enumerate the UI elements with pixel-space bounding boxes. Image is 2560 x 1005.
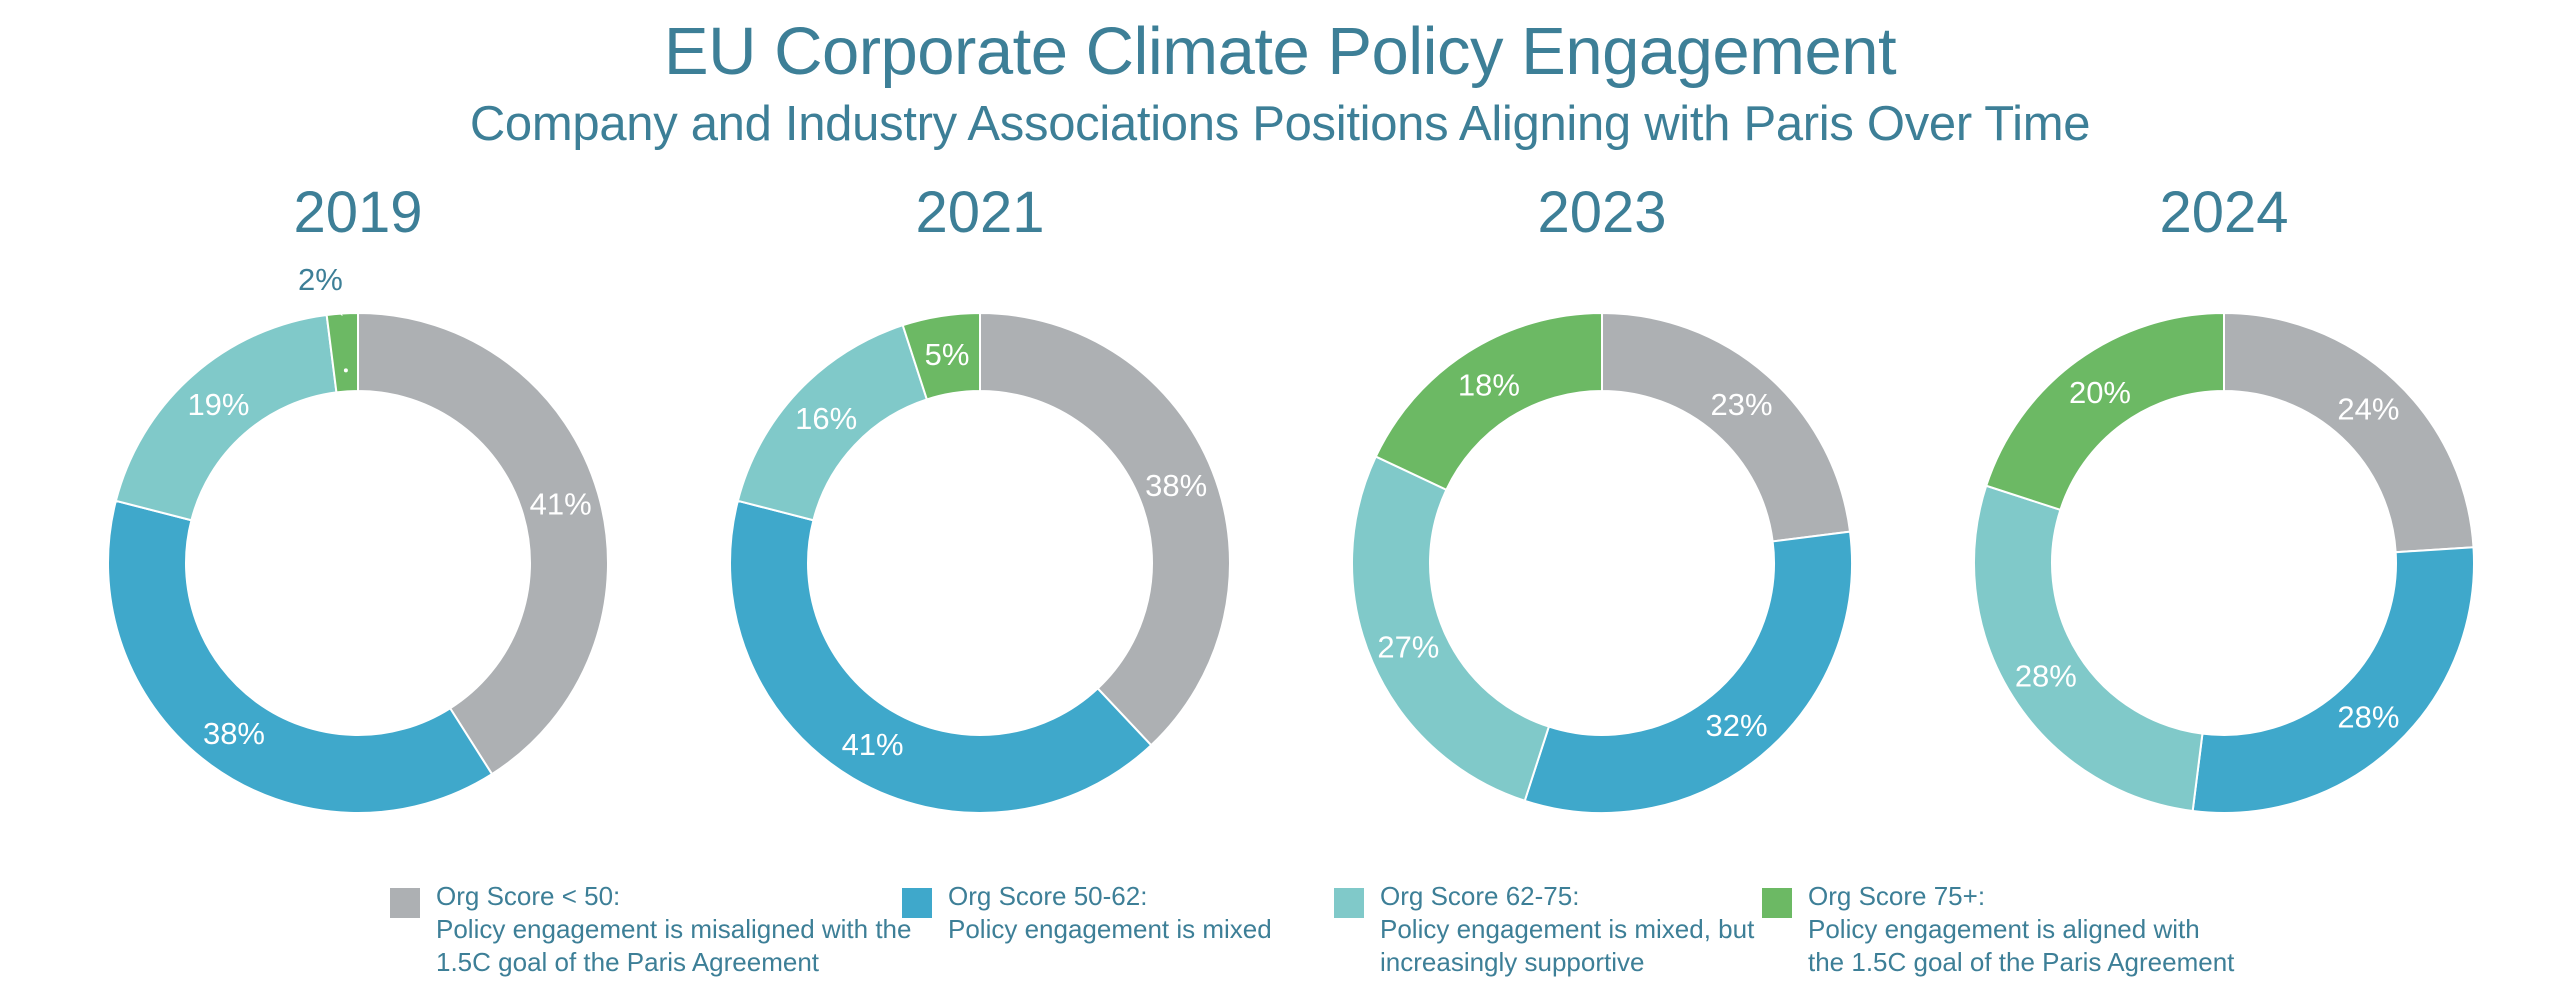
legend-text: Org Score 62-75: Policy engagement is mi… [1380,880,1820,979]
legend-swatch [902,888,932,918]
donut-data-label: 27% [1377,629,1439,664]
donut-data-label: 41% [842,727,904,762]
legend-heading: Org Score < 50: [436,881,621,911]
donut-chart-2021: 2021 38% 41% 16% 5% [700,178,1260,838]
donut-label-leader-line [320,297,343,316]
legend-heading: Org Score 50-62: [948,881,1148,911]
donut-data-label: 19% [187,387,249,422]
legend-description: increasingly supportive [1380,947,1645,977]
donut-slice-org-score-50 [357,311,609,776]
donut-slice-org-score-50 [979,311,1231,747]
donut-data-label: 23% [1711,387,1773,422]
donut-slice-org-score-62-75 [1973,484,2204,813]
donut-slice-org-score-50 [1601,311,1852,543]
legend-text: Org Score < 50: Policy engagement is mis… [436,880,912,979]
donut-data-label: 20% [2069,375,2131,410]
legend-swatch [390,888,420,918]
donut-data-label: 38% [203,716,265,751]
legend-description: Policy engagement is mixed [948,914,1272,944]
donut-year-label: 2024 [2159,180,2289,245]
donut-data-label: 28% [2337,699,2399,734]
donut-data-label: 24% [2337,392,2399,427]
donut-year-label: 2023 [1537,180,1667,245]
legend-text: Org Score 75+: Policy engagement is alig… [1808,880,2248,979]
donut-chart-2024: 2024 24% 28% 28% 20% [1944,178,2504,838]
donut-data-label: 32% [1705,708,1767,743]
donut-data-label: 2% [298,262,343,297]
donut-data-label: 41% [530,487,592,522]
chart-subtitle: Company and Industry Associations Positi… [469,97,2091,151]
donut-svg: 38% 41% 16% 5% [729,311,1231,814]
donut-slice-org-score-75 [1374,311,1603,492]
legend-swatch [1334,888,1364,918]
donut-year-label: 2021 [915,180,1045,245]
donut-slice-org-score-75 [901,311,981,401]
donut-slice-org-score-75 [1984,311,2225,512]
legend-description: the 1.5C goal of the Paris Agreement [1808,947,2235,977]
legend-text: Org Score 50-62: Policy engagement is mi… [948,880,1388,946]
donut-data-label: 28% [2015,659,2077,694]
donut-data-label: 5% [925,337,970,372]
donut-svg: 41% 38% 19% 2% [107,262,609,814]
donut-label-dot [343,368,348,373]
donut-svg: 23% 32% 27% 18% [1351,311,1853,814]
legend-description: Policy engagement is mixed, but [1380,914,1755,944]
legend-heading: Org Score 62-75: [1380,881,1580,911]
donut-slice-org-score-75 [325,311,359,394]
donut-svg: 24% 28% 28% 20% [1973,311,2475,814]
donut-chart-2019: 2019 41% 38% 19% 2% [78,178,638,838]
donut-slice-org-score-50-62 [107,499,494,814]
chart-legend: Org Score < 50: Policy engagement is mis… [0,880,2560,1000]
legend-description: 1.5C goal of the Paris Agreement [436,947,820,977]
donut-slice-org-score-62-75 [1351,455,1551,803]
donut-slice-org-score-50-62 [729,499,1153,814]
donut-data-label: 18% [1458,367,1520,402]
legend-description: Policy engagement is misaligned with the [436,914,912,944]
donut-slice-org-score-50-62 [1523,530,1853,814]
legend-swatch [1762,888,1792,918]
donut-slice-org-score-50-62 [2191,546,2475,814]
donut-slice-org-score-50 [2223,311,2475,554]
chart-title: EU Corporate Climate Policy Engagement [663,14,1897,89]
donut-data-label: 38% [1145,468,1207,503]
donut-year-label: 2019 [293,180,423,245]
donut-chart-2023: 2023 23% 32% 27% 18% [1322,178,1882,838]
donut-data-label: 16% [795,401,857,436]
legend-description: Policy engagement is aligned with [1808,914,2200,944]
legend-heading: Org Score 75+: [1808,881,1986,911]
